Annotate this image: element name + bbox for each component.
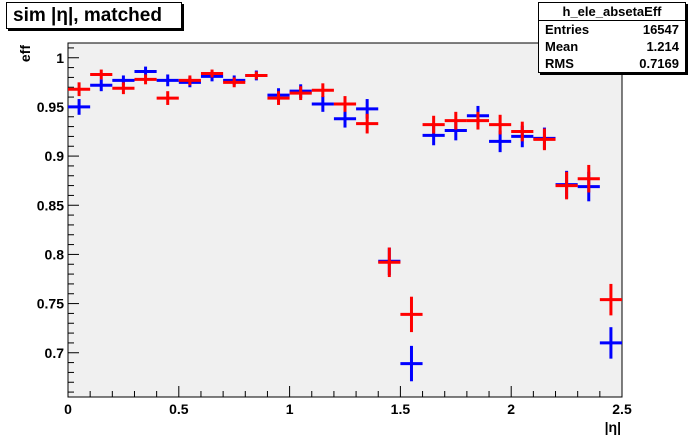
stats-row-entries: Entries 16547 bbox=[539, 21, 685, 38]
stats-row-mean: Mean 1.214 bbox=[539, 38, 685, 55]
data-point bbox=[156, 91, 179, 105]
data-point bbox=[599, 283, 622, 316]
data-point bbox=[68, 82, 91, 97]
data-point bbox=[577, 164, 600, 193]
data-point bbox=[378, 247, 401, 278]
tick-labels: 0 0.5 1 1.5 2 2.5 0.7 0.75 0.8 0.85 0.9 0.95 1 bbox=[37, 50, 632, 417]
data-point bbox=[400, 345, 423, 382]
x-tick-label: 2.5 bbox=[612, 401, 632, 417]
x-tick-label: 1 bbox=[286, 401, 294, 417]
y-tick-label: 0.8 bbox=[45, 246, 65, 262]
data-point bbox=[267, 91, 290, 105]
data-point bbox=[356, 113, 379, 134]
chart-title: sim |η|, matched bbox=[6, 2, 182, 29]
y-tick-label: 1 bbox=[56, 50, 64, 66]
stats-histogram-name: h_ele_absetaEff bbox=[539, 3, 685, 21]
stats-value: 0.7169 bbox=[639, 56, 679, 71]
data-point bbox=[178, 75, 201, 86]
data-point bbox=[245, 71, 268, 80]
x-tick-label: 0 bbox=[64, 401, 72, 417]
data-point bbox=[333, 96, 357, 112]
stats-row-rms: RMS 0.7169 bbox=[539, 55, 685, 72]
data-point bbox=[311, 96, 334, 112]
stats-box: h_ele_absetaEff Entries 16547 Mean 1.214… bbox=[538, 2, 686, 73]
data-markers bbox=[68, 66, 622, 382]
data-point bbox=[134, 74, 157, 85]
data-point bbox=[489, 114, 512, 135]
data-point bbox=[112, 82, 135, 95]
data-point bbox=[156, 74, 179, 87]
data-point bbox=[444, 111, 467, 130]
data-point bbox=[68, 99, 91, 115]
data-point bbox=[422, 115, 445, 134]
x-tick-label: 0.5 bbox=[169, 401, 189, 417]
data-point bbox=[555, 171, 578, 200]
data-point bbox=[311, 83, 334, 98]
stats-value: 16547 bbox=[642, 22, 679, 37]
y-tick-label: 0.7 bbox=[45, 345, 65, 361]
stats-label: RMS bbox=[545, 56, 574, 71]
data-point bbox=[599, 327, 622, 359]
x-axis-label: |η| bbox=[605, 419, 621, 435]
data-point bbox=[466, 111, 490, 130]
data-point bbox=[533, 128, 556, 151]
y-tick-label: 0.95 bbox=[37, 99, 64, 115]
data-point bbox=[90, 79, 113, 92]
y-tick-label: 0.75 bbox=[37, 296, 64, 312]
y-tick-label: 0.85 bbox=[37, 197, 64, 213]
data-point bbox=[333, 109, 357, 128]
data-point bbox=[200, 69, 224, 78]
stats-label: Mean bbox=[545, 39, 579, 54]
data-point bbox=[90, 69, 113, 80]
data-point bbox=[400, 296, 423, 333]
y-tick-label: 0.9 bbox=[45, 148, 65, 164]
x-tick-label: 2 bbox=[507, 401, 515, 417]
x-tick-label: 1.5 bbox=[391, 401, 411, 417]
stats-value: 1.214 bbox=[646, 39, 679, 54]
data-point bbox=[511, 121, 534, 142]
data-point bbox=[289, 86, 312, 101]
y-axis-label: eff bbox=[17, 45, 33, 62]
stats-label: Entries bbox=[545, 22, 590, 37]
data-point bbox=[223, 77, 246, 88]
